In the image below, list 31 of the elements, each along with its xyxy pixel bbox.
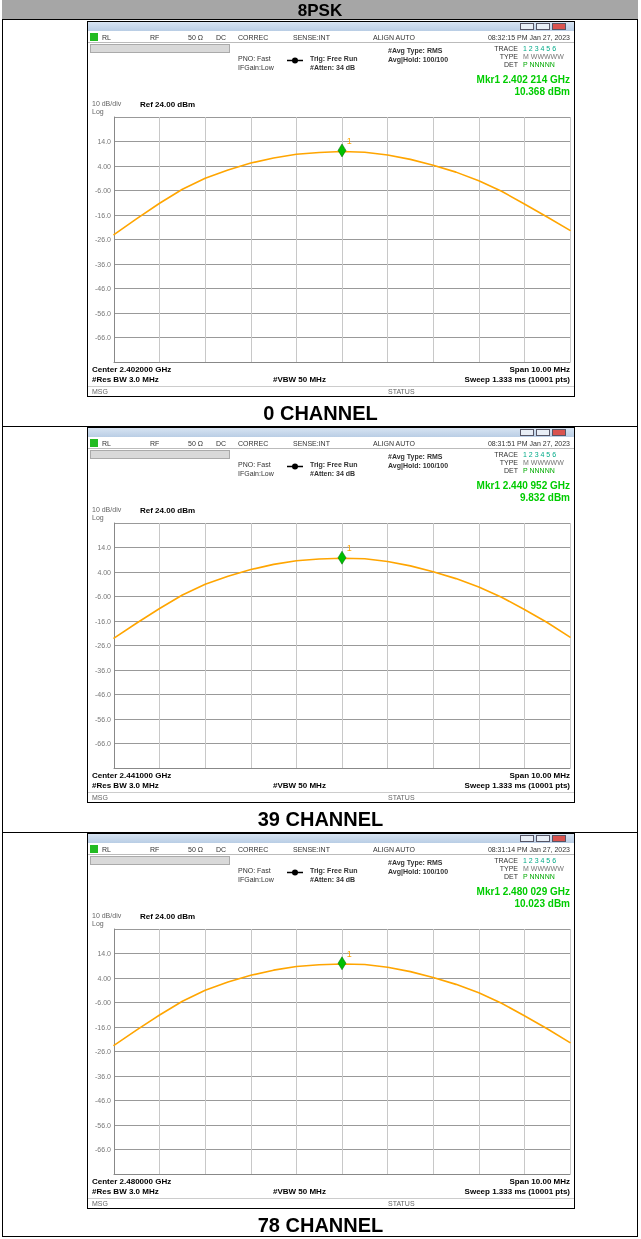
text: Mkr1 2.480 029 GHz — [476, 886, 570, 897]
text: 10.368 dBm — [514, 86, 570, 97]
text: Ref 24.00 dBm — [140, 100, 196, 109]
text: 9.832 dBm — [519, 492, 570, 503]
text: #VBW 50 MHz — [273, 375, 326, 384]
text: 78 CHANNEL — [256, 1214, 385, 1236]
text: 0 CHANNEL — [262, 402, 379, 424]
text: #VBW 50 MHz — [273, 781, 326, 790]
text: Span 10.00 MHz — [509, 365, 570, 374]
text: #Res BW 3.0 MHz — [92, 781, 159, 790]
text: 10.023 dBm — [514, 898, 570, 909]
text: #VBW 50 MHz — [273, 1187, 326, 1196]
text: Span 10.00 MHz — [509, 771, 570, 780]
text: Center 2.480000 GHz — [92, 1177, 172, 1186]
chart-subtitle: 8PSK — [2, 1, 638, 20]
annotation: 1 — [346, 136, 352, 147]
text: 39 CHANNEL — [256, 808, 385, 830]
text: Span 10.00 MHz — [509, 1177, 570, 1186]
text: Center 2.402000 GHz — [92, 365, 172, 374]
text: Ref 24.00 dBm — [140, 912, 196, 921]
text: Center 2.441000 GHz — [92, 771, 172, 780]
annotation: 1 — [346, 543, 352, 554]
text: #Res BW 3.0 MHz — [92, 1187, 159, 1196]
text: Sweep 1.333 ms (10001 pts) — [464, 1187, 570, 1196]
text: Sweep 1.333 ms (10001 pts) — [464, 375, 570, 384]
text: #Res BW 3.0 MHz — [92, 375, 159, 384]
text: Sweep 1.333 ms (10001 pts) — [464, 781, 570, 790]
text: Ref 24.00 dBm — [140, 506, 196, 515]
annotation: 1 — [346, 948, 352, 959]
text: Mkr1 2.402 214 GHz — [476, 74, 570, 85]
text: Mkr1 2.440 952 GHz — [476, 480, 570, 491]
